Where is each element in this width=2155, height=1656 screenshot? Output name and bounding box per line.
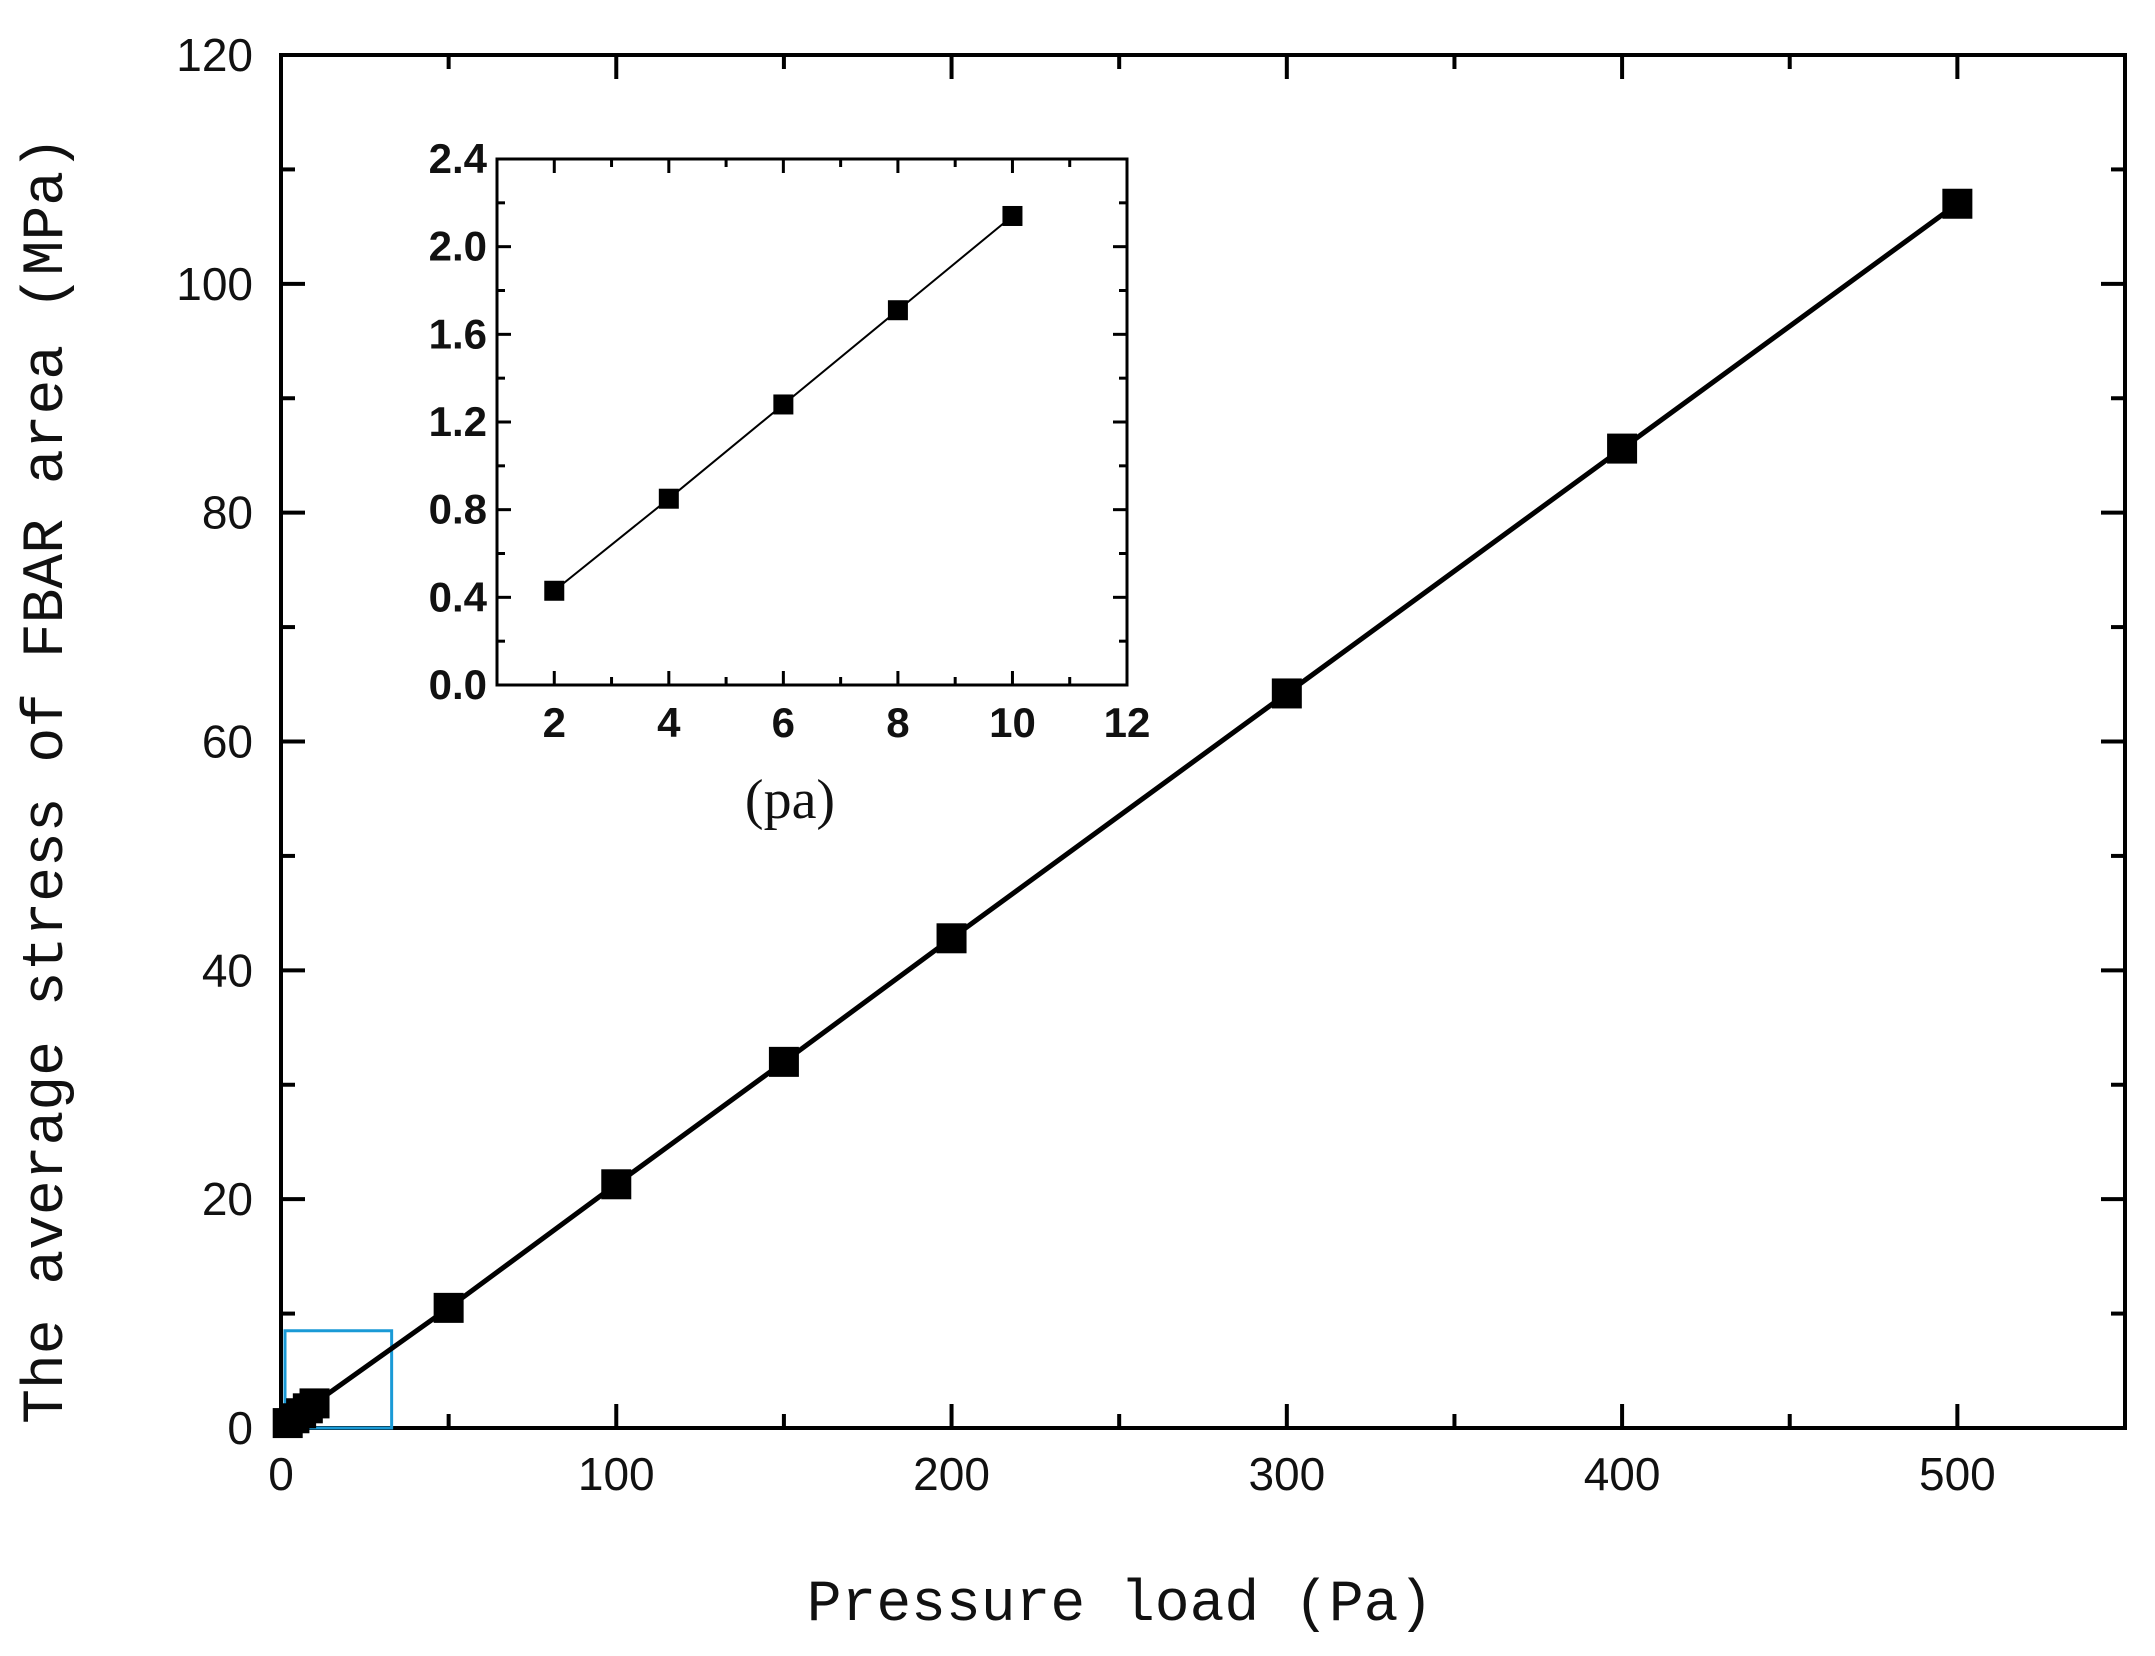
y-tick-label: 60 — [202, 716, 253, 768]
main-tick-labels: 0 100 200 300 400 500 0 20 40 60 80 100 120 — [176, 29, 1995, 1500]
y-tick-label: 0.8 — [429, 486, 487, 533]
inset-x-axis-title: (pa) — [745, 769, 835, 831]
data-point-marker — [433, 1292, 464, 1323]
highlight-rect — [283, 1329, 394, 1430]
data-point-marker — [601, 1169, 632, 1200]
data-point-marker — [1942, 188, 1973, 219]
x-tick-label: 100 — [578, 1448, 655, 1500]
x-tick-label: 500 — [1919, 1448, 1996, 1500]
main-series — [272, 188, 1973, 1439]
x-tick-label: 10 — [989, 699, 1036, 746]
inset-series — [544, 205, 1023, 601]
y-tick-label: 2.0 — [429, 223, 487, 270]
x-tick-label: 2 — [543, 699, 566, 746]
x-tick-label: 300 — [1248, 1448, 1325, 1500]
data-point-marker — [544, 580, 565, 601]
y-axis-title: The average stress of FBAR area (MPa) — [15, 136, 80, 1424]
inset-plot-frame — [495, 157, 1129, 687]
main-axis-ticks — [279, 53, 2127, 1430]
data-point-marker — [887, 300, 908, 321]
x-tick-label: 0 — [268, 1448, 294, 1500]
data-point-marker — [299, 1388, 330, 1419]
data-point-marker — [768, 1046, 799, 1077]
data-point-marker — [1607, 433, 1638, 464]
inset-tick-labels: 2 4 6 8 10 12 0.0 0.4 0.8 1.2 1.6 2.0 2.4 — [429, 135, 1151, 746]
x-tick-label: 6 — [772, 699, 795, 746]
y-tick-label: 20 — [202, 1173, 253, 1225]
y-tick-label: 0 — [227, 1402, 253, 1454]
x-tick-label: 12 — [1104, 699, 1151, 746]
data-point-marker — [658, 488, 679, 509]
data-point-marker — [1002, 205, 1023, 226]
data-point-marker — [773, 394, 794, 415]
inset-axis-ticks — [497, 157, 1129, 687]
x-tick-label: 400 — [1584, 1448, 1661, 1500]
x-tick-label: 4 — [657, 699, 681, 746]
y-tick-label: 1.2 — [429, 398, 487, 445]
data-point-marker — [936, 923, 967, 954]
x-tick-label: 8 — [886, 699, 909, 746]
y-tick-label: 40 — [202, 944, 253, 996]
y-tick-label: 0.4 — [429, 573, 488, 620]
x-tick-label: 200 — [913, 1448, 990, 1500]
y-tick-label: 1.6 — [429, 310, 487, 357]
y-tick-label: 120 — [176, 29, 253, 81]
data-point-marker — [1271, 678, 1302, 709]
zoom-highlight-box — [283, 1329, 394, 1430]
y-tick-label: 100 — [176, 258, 253, 310]
y-tick-label: 0.0 — [429, 661, 487, 708]
y-tick-label: 80 — [202, 487, 253, 539]
y-tick-label: 2.4 — [429, 135, 488, 182]
x-axis-title: Pressure load (Pa) — [807, 1573, 1434, 1638]
